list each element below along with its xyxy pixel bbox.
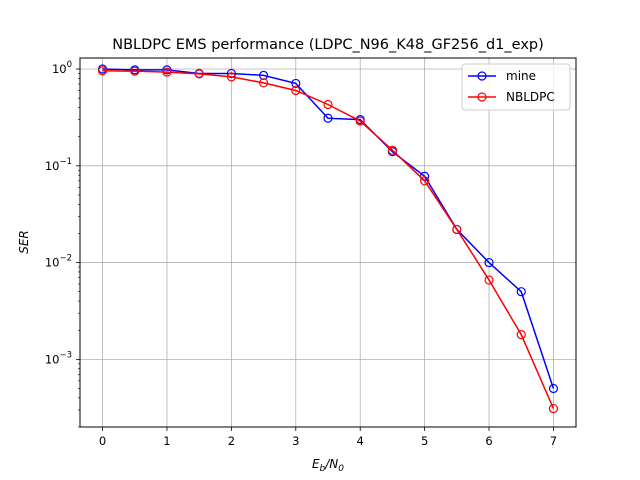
data-point-mine [484, 257, 494, 268]
y-axis: 10−3 10−2 10−1 100 [45, 60, 80, 428]
data-point-nbldpc [291, 85, 301, 96]
x-axis: 0 1 2 3 4 5 6 7 [99, 427, 557, 448]
x-tick-label: 4 [357, 434, 364, 448]
series-line-nbldpc [102, 69, 555, 409]
data-point-nbldpc [226, 72, 236, 82]
data-point-nbldpc [548, 403, 559, 414]
y-tick-label: 10−2 [45, 254, 72, 270]
y-tick-label: 10−1 [45, 157, 72, 173]
plot-frame [79, 57, 577, 428]
data-point-mine [548, 383, 559, 394]
x-tick-label: 7 [550, 434, 557, 448]
series-line-mine [102, 68, 555, 389]
y-tick-label: 10−3 [45, 350, 72, 366]
series-layer [97, 64, 559, 414]
data-point-mine [291, 78, 301, 89]
data-point-nbldpc [452, 224, 462, 235]
data-point-nbldpc [194, 69, 204, 79]
chart-title: NBLDPC EMS performance (LDPC_N96_K48_GF2… [112, 37, 544, 53]
x-tick-label: 2 [228, 434, 235, 448]
x-tick-label: 3 [292, 434, 299, 448]
data-point-nbldpc [355, 116, 365, 126]
data-point-mine [516, 287, 526, 297]
data-point-nbldpc [387, 145, 398, 155]
legend-marker-mine [477, 71, 487, 81]
data-point-nbldpc [323, 99, 333, 110]
legend: mine NBLDPC [461, 63, 571, 111]
y-tick-label: 100 [52, 60, 72, 76]
x-tick-label: 1 [163, 434, 170, 448]
legend-label-nbldpc: NBLDPC [506, 90, 555, 104]
data-point-nbldpc [97, 66, 108, 76]
x-tick-label: 0 [99, 434, 106, 448]
x-tick-label: 5 [421, 434, 428, 448]
data-point-nbldpc [516, 330, 526, 340]
x-tick-label: 6 [485, 434, 492, 448]
data-point-nbldpc [484, 275, 494, 285]
legend-marker-nbldpc [477, 92, 487, 102]
data-point-nbldpc [162, 67, 172, 77]
data-point-nbldpc [258, 78, 269, 88]
data-point-nbldpc [420, 176, 430, 186]
legend-label-mine: mine [506, 69, 536, 83]
data-point-mine [323, 113, 333, 123]
y-axis-label: SER [17, 230, 31, 254]
data-point-nbldpc [130, 66, 140, 76]
